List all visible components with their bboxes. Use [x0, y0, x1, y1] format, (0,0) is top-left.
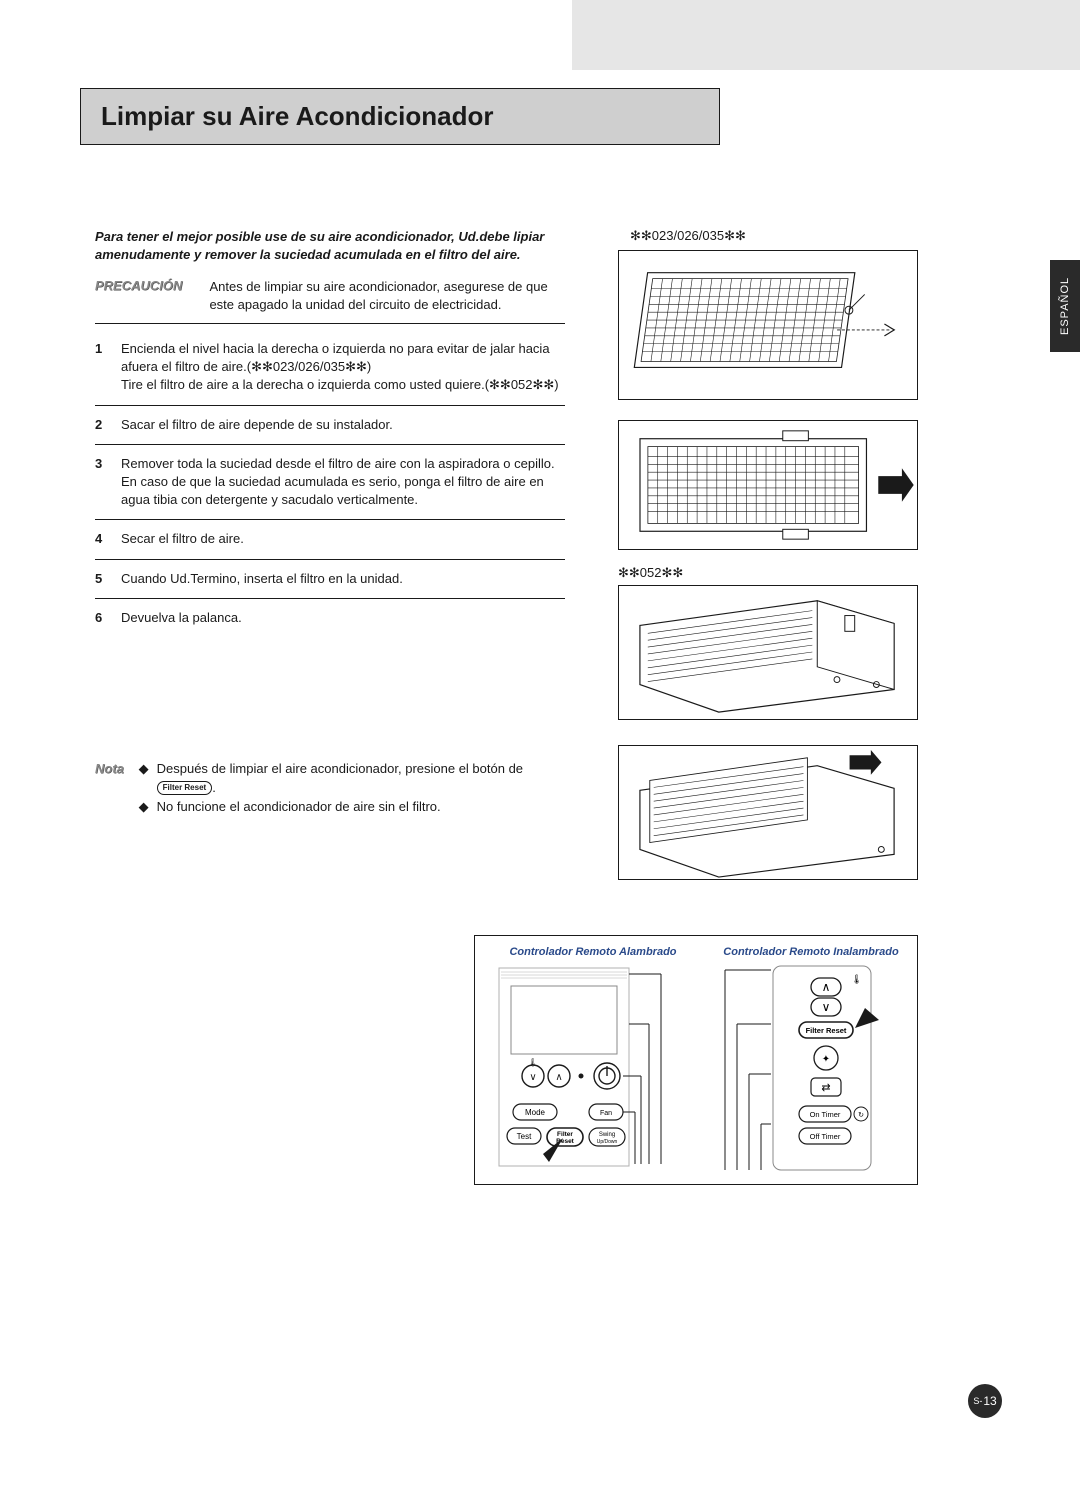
svg-text:∧: ∧: [555, 1072, 562, 1083]
svg-text:∨: ∨: [529, 1072, 536, 1083]
step-text: Devuelva la palanca.: [121, 609, 242, 627]
remote-controllers-figure: Controlador Remoto Alambrado 🌡 ∨ ∧: [474, 935, 918, 1185]
step-text: Cuando Ud.Termino, inserta el filtro en …: [121, 570, 403, 588]
figure-group-label-2: ✻✻052✻✻: [618, 565, 683, 581]
svg-text:⇄: ⇄: [821, 1082, 830, 1094]
step-row: 1Encienda el nivel hacia la derecha o iz…: [95, 330, 565, 406]
page-number-prefix: S-: [973, 1396, 982, 1406]
wireless-remote-diagram: ∧ ∨ 🌡 Filter Reset ✦ ⇄ On Timer ↻ Off Ti…: [711, 964, 911, 1174]
note-items: ◆Después de limpiar el aire acondicionad…: [139, 760, 554, 817]
step-text: Secar el filtro de aire.: [121, 530, 244, 548]
note-bullet: ◆Después de limpiar el aire acondicionad…: [139, 760, 554, 798]
wired-remote-diagram: 🌡 ∨ ∧ Mode Fan Test Filter Rese: [493, 964, 693, 1174]
note-label: Nota: [95, 760, 135, 779]
steps-list: 1Encienda el nivel hacia la derecha o iz…: [95, 330, 565, 637]
wireless-off-timer-btn-label: Off Timer: [810, 1132, 841, 1141]
svg-text:✦: ✦: [822, 1054, 830, 1065]
note-bullet: ◆ No funcione el acondicionador de aire s…: [139, 798, 554, 817]
figure-4: [618, 745, 918, 880]
intro-text: Para tener el mejor posible use de su ai…: [95, 228, 565, 263]
note-bullet-text: No funcione el acondicionador de aire si…: [157, 798, 441, 817]
wired-mode-btn-label: Mode: [525, 1108, 546, 1117]
page-number: 13: [983, 1394, 996, 1408]
wired-fan-btn-label: Fan: [600, 1110, 612, 1117]
step-text: Sacar el filtro de aire depende de su in…: [121, 416, 393, 434]
step-row: 4 Secar el filtro de aire.: [95, 520, 565, 559]
svg-text:Filter: Filter: [557, 1131, 573, 1138]
wired-test-btn-label: Test: [517, 1132, 532, 1141]
wireless-remote-column: Controlador Remoto Inalambrado ∧ ∨ 🌡: [711, 946, 911, 1179]
step-row: 3Remover toda la suciedad desde el filtr…: [95, 445, 565, 521]
step-number: 2: [95, 416, 109, 434]
step-number: 1: [95, 340, 109, 395]
svg-text:Up/Down: Up/Down: [597, 1139, 618, 1145]
step-number: 5: [95, 570, 109, 588]
note-bullet-text: Después de limpiar el aire acondicionado…: [157, 760, 554, 798]
bullet-mark-icon: ◆: [139, 760, 149, 798]
step-text: Encienda el nivel hacia la derecha o izq…: [121, 340, 565, 395]
svg-text:🌡: 🌡: [528, 1058, 538, 1067]
step-number: 4: [95, 530, 109, 548]
figure-1: [618, 250, 918, 400]
wired-remote-column: Controlador Remoto Alambrado 🌡 ∨ ∧: [493, 946, 693, 1179]
precaution-text: Antes de limpiar su aire acondicionador,…: [209, 278, 554, 313]
page-number-badge: S-13: [968, 1384, 1002, 1418]
precaution-label: PRECAUCIÓN: [95, 278, 205, 293]
bullet-mark-icon: ◆: [139, 798, 149, 817]
svg-text:∧: ∧: [822, 980, 831, 994]
figure-3: [618, 585, 918, 720]
wireless-on-timer-btn-label: On Timer: [810, 1110, 841, 1119]
manual-page: ESPAÑOL Limpiar su Aire Acondicionador P…: [0, 0, 1080, 1494]
step-row: 2 Sacar el filtro de aire depende de su i…: [95, 406, 565, 445]
step-row: 6 Devuelva la palanca.: [95, 599, 565, 637]
wireless-filter-reset-btn-label: Filter Reset: [806, 1026, 847, 1035]
page-title: Limpiar su Aire Acondicionador: [101, 101, 699, 132]
precaution-row: PRECAUCIÓN Antes de limpiar su aire acon…: [95, 278, 565, 324]
step-number: 6: [95, 609, 109, 627]
step-row: 5 Cuando Ud.Termino, inserta el filtro en…: [95, 560, 565, 599]
svg-text:Swing: Swing: [599, 1132, 615, 1138]
svg-text:↻: ↻: [858, 1112, 864, 1119]
step-number: 3: [95, 455, 109, 510]
figure-group-label-1: ✻✻023/026/035✻✻: [630, 228, 746, 244]
header-gray-band: [572, 0, 1080, 70]
svg-text:∨: ∨: [822, 1000, 831, 1014]
language-tab: ESPAÑOL: [1050, 260, 1080, 352]
wired-remote-title: Controlador Remoto Alambrado: [493, 946, 693, 958]
wireless-remote-title: Controlador Remoto Inalambrado: [711, 946, 911, 958]
step-text: Remover toda la suciedad desde el filtro…: [121, 455, 565, 510]
note-block: Nota ◆Después de limpiar el aire acondic…: [95, 760, 565, 817]
svg-text:🌡: 🌡: [851, 974, 862, 984]
filter-reset-pill-icon: Filter Reset: [157, 781, 213, 795]
figure-2: [618, 420, 918, 550]
page-title-box: Limpiar su Aire Acondicionador: [80, 88, 720, 145]
